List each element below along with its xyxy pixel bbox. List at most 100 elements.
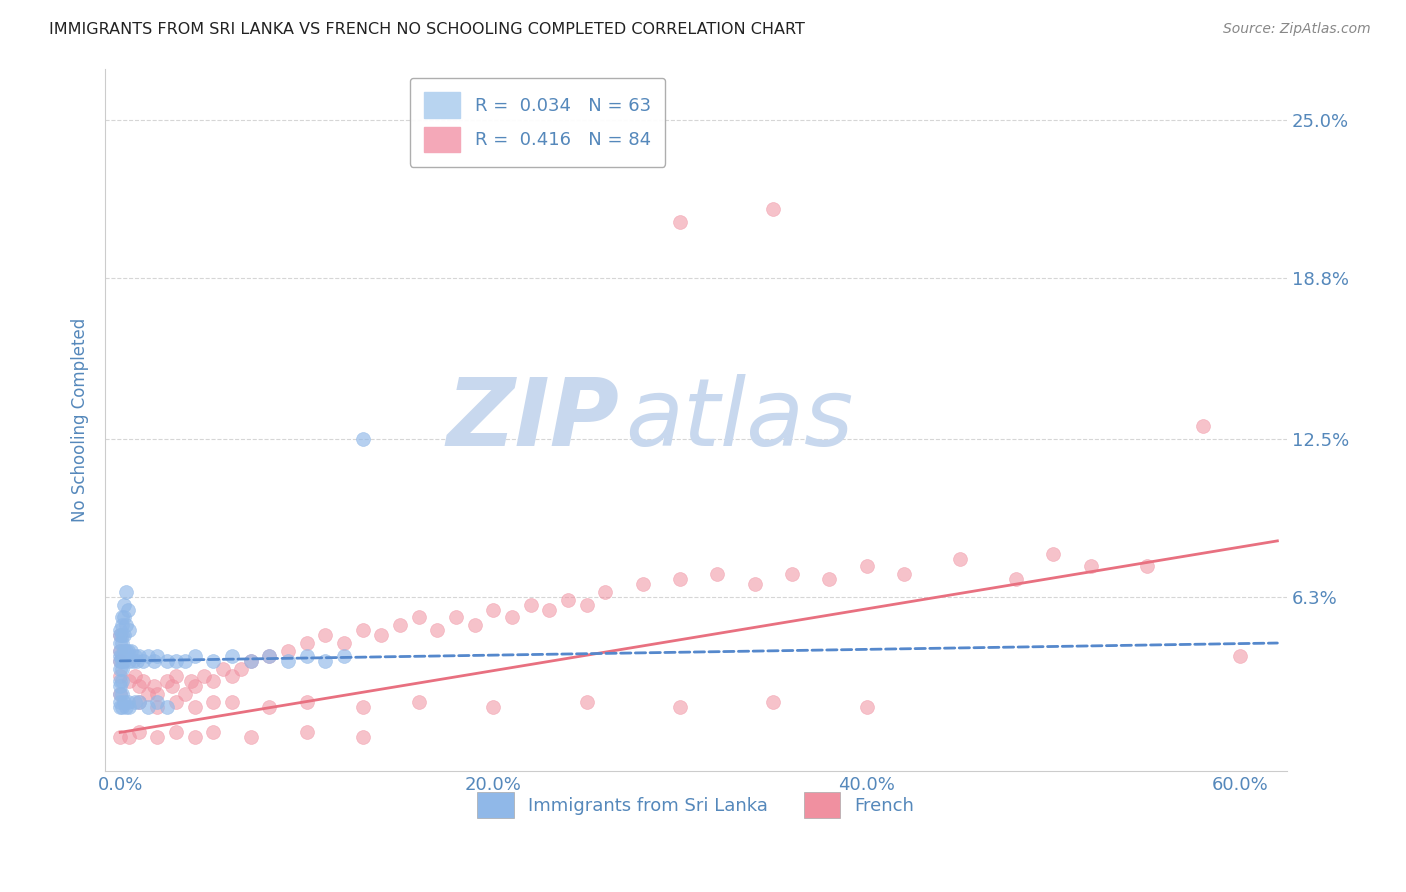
Point [108, 699, 131, 714]
Point [136, 648, 159, 663]
Point [184, 648, 207, 663]
Point [146, 699, 169, 714]
Point [575, 695, 598, 709]
Point [202, 654, 225, 668]
Point [128, 725, 150, 739]
Point [142, 680, 165, 694]
Point [184, 731, 207, 745]
Point [1191, 419, 1213, 434]
Point [1229, 648, 1251, 663]
Point [124, 648, 146, 663]
Point [111, 618, 134, 632]
Point [125, 654, 148, 668]
Point [111, 648, 134, 663]
Point [120, 643, 142, 657]
Point [333, 636, 356, 650]
Point [482, 603, 505, 617]
Point [111, 674, 134, 689]
Point [118, 699, 141, 714]
Point [112, 654, 135, 668]
Point [114, 585, 136, 599]
Point [108, 662, 131, 676]
Point [118, 731, 141, 745]
Point [111, 662, 134, 676]
Point [762, 695, 785, 709]
Point [108, 654, 131, 668]
Point [314, 654, 336, 668]
Point [131, 674, 153, 689]
Point [117, 603, 139, 617]
Legend: Immigrants from Sri Lanka, French: Immigrants from Sri Lanka, French [470, 785, 922, 825]
Point [122, 654, 145, 668]
Point [211, 662, 233, 676]
Point [780, 567, 803, 582]
Point [111, 610, 134, 624]
Point [538, 603, 561, 617]
Point [108, 695, 131, 709]
Point [352, 432, 374, 446]
Point [949, 551, 972, 566]
Text: IMMIGRANTS FROM SRI LANKA VS FRENCH NO SCHOOLING COMPLETED CORRELATION CHART: IMMIGRANTS FROM SRI LANKA VS FRENCH NO S… [49, 22, 806, 37]
Point [117, 643, 139, 657]
Point [352, 699, 374, 714]
Point [108, 654, 131, 668]
Point [277, 643, 299, 657]
Point [108, 636, 131, 650]
Point [221, 669, 243, 683]
Point [108, 643, 131, 657]
Point [239, 654, 262, 668]
Point [108, 628, 131, 642]
Point [165, 725, 187, 739]
Point [408, 610, 430, 624]
Point [202, 674, 225, 689]
Point [408, 695, 430, 709]
Point [128, 680, 150, 694]
Point [202, 725, 225, 739]
Point [111, 636, 134, 650]
Point [180, 674, 202, 689]
Point [156, 699, 179, 714]
Point [112, 695, 135, 709]
Point [174, 654, 197, 668]
Point [221, 648, 243, 663]
Point [1005, 572, 1028, 586]
Point [128, 648, 150, 663]
Point [259, 699, 281, 714]
Point [112, 610, 135, 624]
Point [124, 669, 146, 683]
Point [174, 687, 197, 701]
Point [221, 695, 243, 709]
Point [108, 669, 131, 683]
Point [111, 687, 134, 701]
Point [855, 699, 877, 714]
Point [118, 654, 141, 668]
Point [117, 695, 139, 709]
Point [114, 618, 136, 632]
Point [482, 699, 505, 714]
Point [464, 618, 486, 632]
Point [295, 636, 318, 650]
Point [146, 648, 169, 663]
Point [259, 648, 281, 663]
Point [156, 674, 179, 689]
Point [352, 624, 374, 638]
Point [1080, 559, 1102, 574]
Point [165, 669, 187, 683]
Text: Source: ZipAtlas.com: Source: ZipAtlas.com [1223, 22, 1371, 37]
Point [444, 610, 467, 624]
Point [112, 643, 135, 657]
Point [239, 654, 262, 668]
Point [111, 654, 134, 668]
Point [136, 687, 159, 701]
Point [114, 643, 136, 657]
Point [295, 648, 318, 663]
Point [520, 598, 543, 612]
Point [184, 699, 207, 714]
Point [557, 592, 579, 607]
Point [111, 628, 134, 642]
Point [136, 699, 159, 714]
Point [259, 648, 281, 663]
Point [426, 624, 449, 638]
Point [239, 731, 262, 745]
Point [112, 598, 135, 612]
